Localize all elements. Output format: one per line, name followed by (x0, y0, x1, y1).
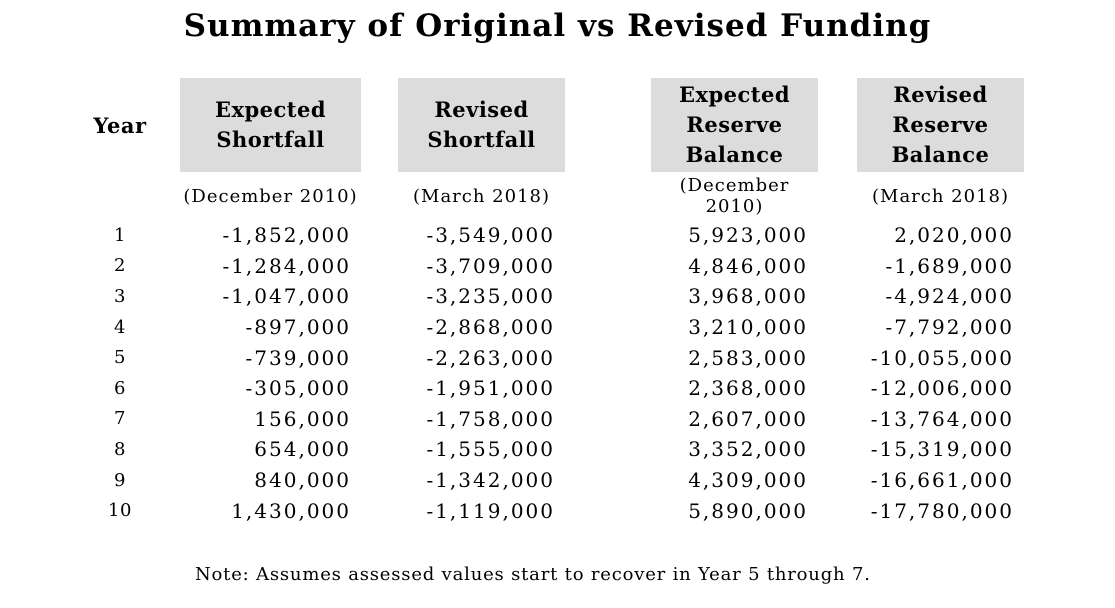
expected-reserve-cell: 5,890,000 (688, 498, 808, 523)
table-row: 2 -1,284,000 -3,709,000 4,846,000 -1,689… (60, 251, 1024, 282)
sublabel-revised-reserve-date: (March 2018) (871, 185, 1009, 207)
expected-shortfall-cell: 654,000 (254, 437, 351, 462)
expected-reserve-cell: 3,210,000 (688, 315, 808, 340)
revised-reserve-cell: -13,764,000 (870, 406, 1014, 431)
table-row: 10 1,430,000 -1,119,000 5,890,000 -17,78… (60, 495, 1024, 526)
year-cell: 2 (114, 255, 126, 277)
table-row: 4 -897,000 -2,868,000 3,210,000 -7,792,0… (60, 312, 1024, 343)
table-row: 5 -739,000 -2,263,000 2,583,000 -10,055,… (60, 342, 1024, 373)
revised-reserve-cell: -15,319,000 (870, 437, 1014, 462)
column-header-year: Year (93, 112, 147, 138)
year-cell: 1 (114, 224, 126, 246)
revised-reserve-cell: -17,780,000 (870, 498, 1014, 523)
column-header-revised-shortfall: Revised Shortfall (398, 78, 565, 172)
sublabel-expected-reserve-date: (December 2010) (679, 175, 790, 217)
expected-reserve-cell: 4,846,000 (688, 253, 808, 278)
expected-reserve-cell: 2,368,000 (688, 376, 808, 401)
table-sublabel-row: (December 2010) (March 2018) (December 2… (60, 172, 1024, 220)
expected-shortfall-cell: -1,047,000 (222, 284, 351, 309)
revised-shortfall-cell: -2,868,000 (426, 315, 555, 340)
revised-shortfall-cell: -3,235,000 (426, 284, 555, 309)
column-header-revised-reserve-balance: Revised Reserve Balance (857, 78, 1024, 172)
revised-shortfall-cell: -3,709,000 (426, 253, 555, 278)
revised-shortfall-cell: -3,549,000 (426, 223, 555, 248)
revised-reserve-cell: -7,792,000 (885, 315, 1014, 340)
expected-shortfall-cell: -305,000 (245, 376, 351, 401)
revised-shortfall-cell: -1,555,000 (426, 437, 555, 462)
page-title: Summary of Original vs Revised Funding (183, 8, 932, 44)
revised-shortfall-cell: -2,263,000 (426, 345, 555, 370)
expected-shortfall-cell: 840,000 (254, 468, 351, 493)
table-row: 3 -1,047,000 -3,235,000 3,968,000 -4,924… (60, 281, 1024, 312)
expected-reserve-cell: 2,583,000 (688, 345, 808, 370)
expected-shortfall-cell: -897,000 (245, 315, 351, 340)
table-row: 7 156,000 -1,758,000 2,607,000 -13,764,0… (60, 404, 1024, 435)
revised-shortfall-cell: -1,119,000 (426, 498, 555, 523)
revised-reserve-cell: -10,055,000 (870, 345, 1014, 370)
table-header-row: Year Expected Shortfall Revised Shortfal… (60, 78, 1024, 172)
footnote: Note: Assumes assessed values start to r… (195, 564, 871, 585)
year-cell: 4 (114, 316, 126, 338)
year-cell: 3 (114, 285, 126, 307)
expected-reserve-cell: 2,607,000 (688, 406, 808, 431)
expected-reserve-cell: 3,968,000 (688, 284, 808, 309)
sublabel-expected-shortfall-date: (December 2010) (183, 185, 358, 207)
table-row: 1 -1,852,000 -3,549,000 5,923,000 2,020,… (60, 220, 1024, 251)
expected-reserve-cell: 3,352,000 (688, 437, 808, 462)
revised-shortfall-cell: -1,951,000 (426, 376, 555, 401)
expected-shortfall-cell: 156,000 (254, 406, 351, 431)
column-header-expected-reserve-balance: Expected Reserve Balance (651, 78, 818, 172)
revised-reserve-cell: -12,006,000 (870, 376, 1014, 401)
revised-shortfall-cell: -1,758,000 (426, 406, 555, 431)
table-row: 9 840,000 -1,342,000 4,309,000 -16,661,0… (60, 465, 1024, 496)
revised-reserve-cell: -1,689,000 (885, 253, 1014, 278)
year-cell: 6 (114, 377, 126, 399)
expected-shortfall-cell: -1,852,000 (222, 223, 351, 248)
year-cell: 8 (114, 438, 126, 460)
revised-shortfall-cell: -1,342,000 (426, 468, 555, 493)
revised-reserve-cell: 2,020,000 (894, 223, 1014, 248)
table-row: 6 -305,000 -1,951,000 2,368,000 -12,006,… (60, 373, 1024, 404)
revised-reserve-cell: -4,924,000 (885, 284, 1014, 309)
expected-reserve-cell: 4,309,000 (688, 468, 808, 493)
table-row: 8 654,000 -1,555,000 3,352,000 -15,319,0… (60, 434, 1024, 465)
expected-reserve-cell: 5,923,000 (688, 223, 808, 248)
sublabel-year-spacer (60, 172, 180, 220)
year-cell: 7 (114, 408, 126, 430)
year-cell: 10 (108, 500, 132, 522)
expected-shortfall-cell: -739,000 (245, 345, 351, 370)
sublabel-revised-shortfall-date: (March 2018) (412, 185, 550, 207)
revised-reserve-cell: -16,661,000 (870, 468, 1014, 493)
column-header-expected-shortfall: Expected Shortfall (180, 78, 361, 172)
year-cell: 9 (114, 469, 126, 491)
expected-shortfall-cell: -1,284,000 (222, 253, 351, 278)
year-cell: 5 (114, 347, 126, 369)
funding-table: Year Expected Shortfall Revised Shortfal… (60, 78, 1024, 526)
expected-shortfall-cell: 1,430,000 (231, 498, 351, 523)
